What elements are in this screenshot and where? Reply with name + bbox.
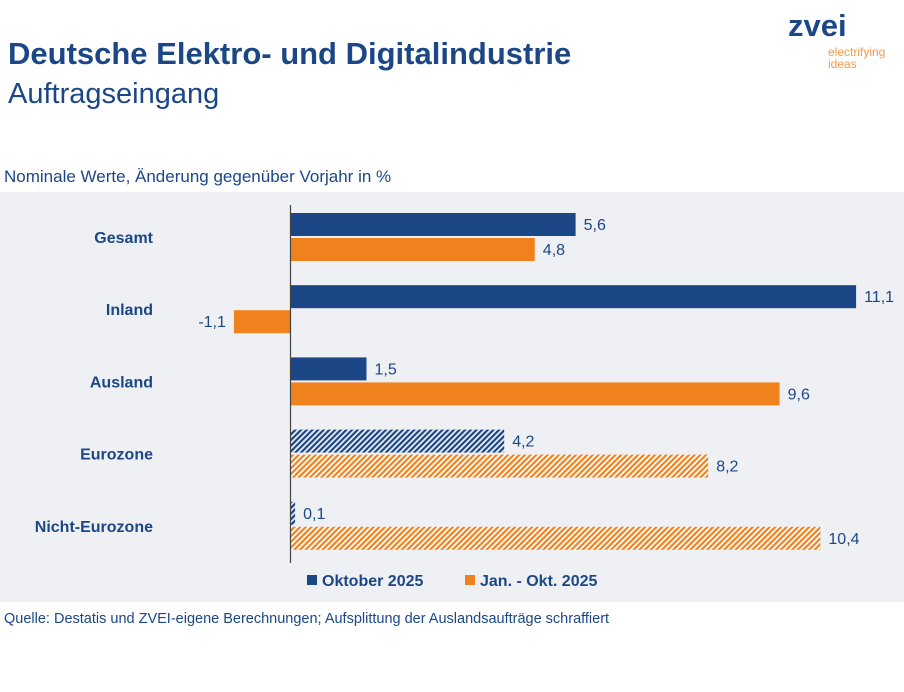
bar-oktober	[290, 501, 296, 525]
data-label: 5,6	[584, 217, 606, 234]
category-label: Eurozone	[80, 447, 153, 464]
bar-jan-okt	[290, 454, 709, 478]
data-label: 4,8	[543, 242, 565, 259]
legend-swatch-jan-okt	[465, 575, 475, 585]
category-label: Nicht-Eurozone	[35, 519, 153, 536]
logo-tagline-1: electrifying	[828, 45, 886, 59]
data-label: 8,2	[716, 459, 738, 476]
data-label: 9,6	[788, 386, 810, 403]
chart-note: Nominale Werte, Änderung gegenüber Vorja…	[4, 167, 392, 186]
bar-oktober	[290, 285, 857, 309]
page-title: Deutsche Elektro- und Digitalindustrie	[8, 36, 572, 71]
category-label: Gesamt	[94, 230, 153, 247]
data-label: 0,1	[303, 506, 325, 523]
bar-jan-okt	[290, 238, 535, 261]
data-label: -1,1	[198, 314, 226, 331]
bar-chart: Gesamt 5,6 4,8 Inland 11,1 -1,1 Ausland 1,5 9,6 E…	[0, 192, 904, 602]
bar-oktober	[290, 429, 505, 453]
zvei-logo: zvei electrifying ideas	[788, 8, 885, 70]
source-note: Quelle: Destatis und ZVEI-eigene Berechn…	[4, 611, 610, 627]
legend-swatch-oktober	[307, 575, 317, 585]
bar-jan-okt	[290, 526, 821, 550]
data-label: 1,5	[375, 361, 397, 378]
bar-oktober	[290, 357, 367, 381]
bar-oktober	[290, 213, 576, 236]
bar-jan-okt	[233, 310, 290, 334]
data-label: 4,2	[512, 434, 534, 451]
data-label: 11,1	[864, 289, 894, 306]
logo-tagline-2: ideas	[828, 57, 857, 71]
legend: Oktober 2025 Jan. - Okt. 2025	[307, 573, 597, 590]
bar-jan-okt	[290, 382, 780, 406]
legend-label-jan-okt: Jan. - Okt. 2025	[480, 573, 597, 590]
page-subtitle: Auftragseingang	[8, 78, 220, 110]
data-label: 10,4	[828, 531, 859, 548]
logo-name: zvei	[788, 8, 847, 43]
category-label: Inland	[106, 302, 153, 319]
legend-label-oktober: Oktober 2025	[322, 573, 423, 590]
category-label: Ausland	[90, 374, 153, 391]
